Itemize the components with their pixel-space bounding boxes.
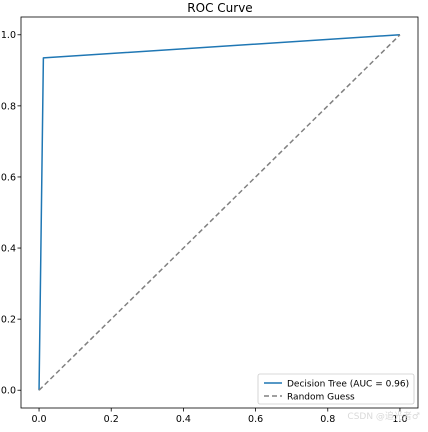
series-line-1 (38, 34, 401, 391)
legend-label-1: Random Guess (287, 392, 355, 402)
legend-box (257, 373, 415, 405)
x-tick-label: 0.6 (248, 414, 263, 425)
x-tick-label: 1.0 (392, 414, 407, 425)
y-tick-label: 0.6 (1, 172, 16, 183)
plot-frame (20, 16, 419, 409)
series-layer (38, 34, 401, 391)
watermark: CSDN @追光者♂ (347, 412, 420, 422)
y-tick-label: 0.0 (1, 386, 16, 397)
x-tick-label: 0.0 (31, 414, 46, 425)
y-tick-label: 1.0 (1, 30, 16, 41)
legend-label-0: Decision Tree (AUC = 0.96) (287, 379, 409, 389)
y-tick-label: 0.4 (1, 243, 16, 254)
axes-layer: 0.0 0.2 0.4 0.6 0.8 1.0 0.0 0.2 0.4 0.6 0.8 1.0 (1, 30, 408, 425)
y-tick-label: 0.8 (1, 101, 16, 112)
x-tick-label: 0.4 (176, 414, 191, 425)
chart-title: ROC Curve (187, 1, 252, 15)
y-tick-label: 0.2 (1, 315, 16, 326)
x-tick-label: 0.8 (320, 414, 335, 425)
series-line-0 (38, 34, 400, 391)
x-tick-label: 0.2 (104, 414, 119, 425)
legend: Decision Tree (AUC = 0.96) Random Guess (257, 373, 415, 405)
